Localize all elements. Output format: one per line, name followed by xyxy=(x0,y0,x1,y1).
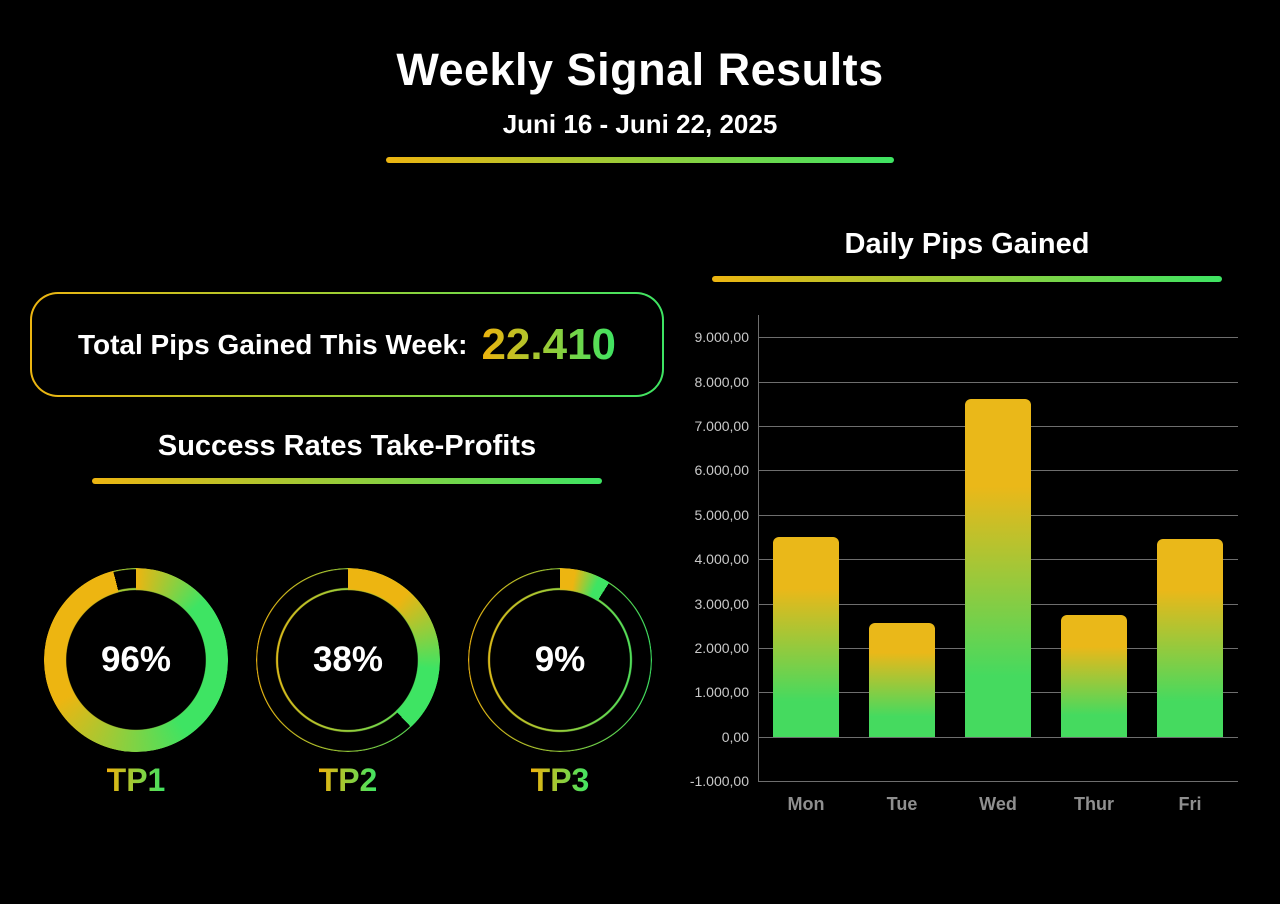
y-tick-label: 4.000,00 xyxy=(694,551,750,568)
tp-donut-group: 96% TP1 38% TP2 9% TP3 xyxy=(44,568,652,799)
donut-percent-value: 38% xyxy=(312,640,384,679)
tp-label: TP2 xyxy=(318,762,378,798)
donut-ring: 9% xyxy=(468,568,652,752)
donut-percent-value: 9% xyxy=(534,640,586,679)
total-pips-card: Total Pips Gained This Week: 22.410 xyxy=(30,292,664,397)
chart-bar-thur xyxy=(1061,614,1127,737)
bar-chart-title: Daily Pips Gained xyxy=(844,228,1090,260)
y-tick-label: 1.000,00 xyxy=(694,684,750,701)
y-tick-label: 6.000,00 xyxy=(694,462,750,479)
success-rates-underline xyxy=(92,478,602,484)
y-axis-line xyxy=(758,315,759,781)
y-tick-label: 8.000,00 xyxy=(694,373,750,390)
donut-ring: 38% xyxy=(256,568,440,752)
tp-gauge-tp2: 38% TP2 xyxy=(256,568,440,799)
y-tick-label: 9.000,00 xyxy=(694,329,750,346)
page-title: Weekly Signal Results xyxy=(396,44,884,95)
x-tick-label-tue: Tue xyxy=(886,794,918,814)
date-range: Juni 16 - Juni 22, 2025 xyxy=(502,109,778,139)
y-tick-label: 0,00 xyxy=(721,728,749,745)
y-tick-label: -1.000,00 xyxy=(689,773,749,789)
x-tick-label-thur: Thur xyxy=(1074,794,1114,814)
x-tick-label-mon: Mon xyxy=(787,794,825,814)
chart-bar-fri xyxy=(1157,539,1223,737)
gridline-9000 xyxy=(758,337,1238,339)
y-tick-label: 7.000,00 xyxy=(694,418,750,434)
chart-bar-wed xyxy=(965,399,1031,737)
total-pips-label: Total Pips Gained This Week: xyxy=(77,328,468,360)
success-rates-title: Success Rates Take-Profits xyxy=(157,430,537,462)
donut-value-arc xyxy=(44,568,228,752)
y-tick-label: 2.000,00 xyxy=(694,639,750,656)
donut-percent-value: 96% xyxy=(100,640,172,679)
tp-label: TP1 xyxy=(106,762,166,798)
tp-label: TP3 xyxy=(530,762,590,798)
donut-value-arc xyxy=(256,568,440,752)
gridline--1000 xyxy=(758,781,1238,782)
chart-bar-mon xyxy=(773,536,839,737)
x-tick-label-fri: Fri xyxy=(1178,794,1202,814)
tp-gauge-tp3: 9% TP3 xyxy=(468,568,652,799)
gridline-8000 xyxy=(758,381,1238,383)
chart-bar-tue xyxy=(869,623,935,737)
total-pips-value: 22.410 xyxy=(481,319,617,369)
x-tick-label-wed: Wed xyxy=(979,794,1017,814)
tp-gauge-tp1: 96% TP1 xyxy=(44,568,228,799)
bar-chart-underline xyxy=(712,276,1222,282)
donut-value-arc xyxy=(468,568,652,752)
y-tick-label: 5.000,00 xyxy=(694,506,750,523)
gridline-0 xyxy=(758,736,1238,738)
daily-pips-bar-chart: 9.000,00 8.000,00 7.000,00 6.000,00 5.000,00… xyxy=(690,315,1238,814)
donut-ring: 96% xyxy=(44,568,228,752)
title-underline xyxy=(386,157,894,163)
y-tick-label: 3.000,00 xyxy=(694,595,750,612)
